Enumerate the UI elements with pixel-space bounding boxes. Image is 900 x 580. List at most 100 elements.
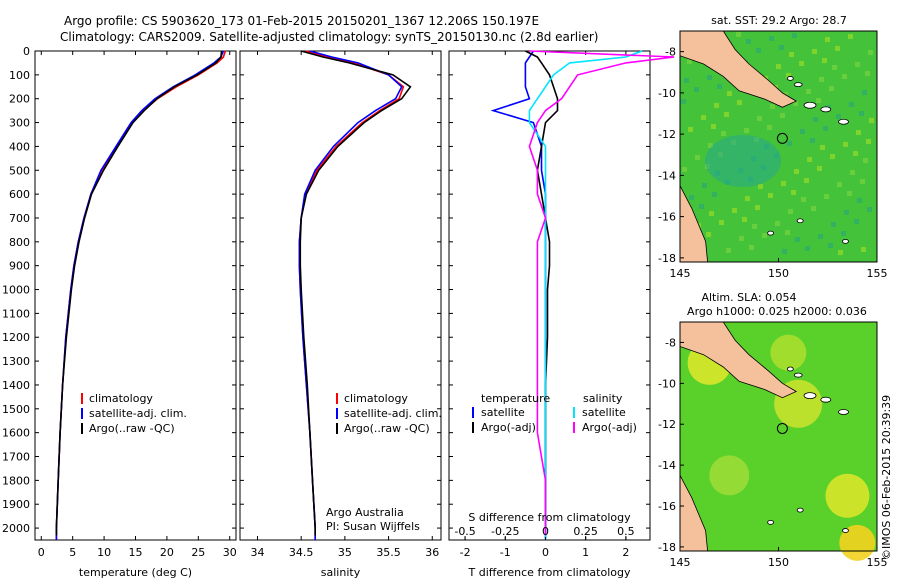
sst-pixel: [854, 219, 859, 224]
x-tick-label: 36: [425, 546, 439, 559]
map-y-tick-label: -8: [665, 336, 676, 349]
sst-pixel: [865, 71, 870, 76]
sst-pixel: [742, 217, 747, 222]
sst-pixel: [687, 59, 692, 64]
island: [838, 118, 849, 125]
sst-pixel: [701, 115, 706, 120]
island: [767, 230, 775, 236]
sst-pixel: [862, 90, 867, 95]
legend-label: satellite-adj. clim.: [89, 407, 187, 420]
sst-pixel: [841, 231, 846, 236]
legend-label: climatology: [344, 392, 408, 405]
plot-frame-differences: [448, 50, 651, 541]
legend-label: Argo(-adj): [582, 421, 637, 434]
series-line-salinity-argo-adj-: [528, 50, 675, 536]
sst-pixel: [726, 248, 731, 253]
sst-pixel: [867, 207, 872, 212]
sst-pixel: [724, 112, 729, 117]
sst-pixel: [842, 74, 847, 79]
sla-map: 145 150 155 -8 -10 -12 -14 -16 -18: [658, 321, 888, 569]
legend-label: satellite: [481, 406, 525, 419]
depth-tick-label: 500: [9, 164, 30, 177]
x-tick-label: -2: [460, 546, 471, 559]
x-axis-label: salinity: [321, 566, 361, 579]
sst-pixel: [843, 142, 848, 147]
sst-pixel: [838, 250, 843, 255]
sst-pixel: [744, 128, 749, 133]
sst-pixel: [863, 158, 868, 163]
sst-pixel: [694, 87, 699, 92]
title-line1: Argo profile: CS 5903620_173 01-Feb-2015…: [64, 14, 540, 28]
sst-pixel: [682, 167, 687, 172]
sst-pixel: [795, 237, 800, 242]
sst-pixel: [707, 75, 712, 80]
sst-pixel: [818, 234, 823, 239]
map-y-tick-label: -12: [658, 128, 676, 141]
sst-pixel: [806, 89, 811, 94]
sst-pixel: [681, 99, 686, 104]
sst-pixel: [810, 138, 815, 143]
sst-pixel: [823, 126, 828, 131]
float-position-marker: [776, 422, 788, 434]
sst-pixel: [714, 103, 719, 108]
sst-pixel: [721, 131, 726, 136]
sst-pixel: [758, 184, 763, 189]
depth-tick-label: 900: [9, 260, 30, 273]
depth-tick-label: 1500: [2, 403, 30, 416]
attribution-line1: Argo Australia: [326, 506, 404, 519]
x-tick-label: 34: [250, 546, 264, 559]
sst-pixel: [770, 104, 775, 109]
sst-pixel: [847, 191, 852, 196]
x-tick-label: 2: [622, 546, 629, 559]
map-y-tick-label: -10: [658, 377, 676, 390]
depth-tick-label: 1600: [2, 427, 30, 440]
sst-pixel: [861, 247, 866, 252]
depth-tick-label: 700: [9, 212, 30, 225]
sst-pixel: [811, 206, 816, 211]
sst-pixel: [768, 193, 773, 198]
sst-pixel: [752, 224, 757, 229]
depth-tick-label: 300: [9, 117, 30, 130]
map-y-tick-label: -12: [658, 418, 676, 431]
title-line2: Climatology: CARS2009. Satellite-adjuste…: [60, 30, 599, 44]
series-line-climatology: [55, 50, 227, 540]
map-y-tick-label: -18: [658, 541, 676, 554]
depth-tick-label: 1200: [2, 331, 30, 344]
sst-pixel: [746, 39, 751, 44]
sst-pixel: [711, 124, 716, 129]
map-x-tick-label: 155: [867, 556, 888, 569]
sst-pixel: [788, 209, 793, 214]
sst-pixel: [779, 45, 784, 50]
sst-pixel: [786, 73, 791, 78]
series-line-salinity-satellite: [528, 50, 643, 540]
sst-pixel: [831, 222, 836, 227]
sst-pixel: [739, 236, 744, 241]
cool-patch: [705, 134, 782, 187]
legend-label: Argo(..raw -QC): [344, 422, 430, 435]
depth-tick-label: 1100: [2, 307, 30, 320]
x-tick-label: 35.5: [376, 546, 401, 559]
sst-pixel: [789, 52, 794, 57]
sst-pixel: [816, 98, 821, 103]
island: [767, 519, 775, 525]
sst-pixel: [849, 102, 854, 107]
x-tick-label: -1: [500, 546, 511, 559]
sla-blob: [709, 455, 750, 496]
legend-label: Argo(..raw -QC): [89, 422, 175, 435]
sst-pixel: [749, 245, 754, 250]
s-diff-axis-label: S difference from climatology: [468, 511, 631, 524]
x-tick-label: 0: [542, 546, 549, 559]
sst-pixel: [819, 77, 824, 82]
x-tick-label: 1: [582, 546, 589, 559]
s-diff-tick-label: 0: [542, 525, 549, 538]
sst-pixel: [844, 210, 849, 215]
sst-pixel: [717, 84, 722, 89]
sst-pixel: [782, 249, 787, 254]
timestamp-label: ©IMOS 06-Feb-2015 20:39:39: [880, 394, 893, 560]
map-y-tick-label: -14: [658, 169, 676, 182]
island: [796, 218, 804, 224]
sst-pixel: [807, 157, 812, 162]
sst-pixel: [853, 151, 858, 156]
depth-tick-label: 1400: [2, 379, 30, 392]
sst-pixel: [830, 154, 835, 159]
